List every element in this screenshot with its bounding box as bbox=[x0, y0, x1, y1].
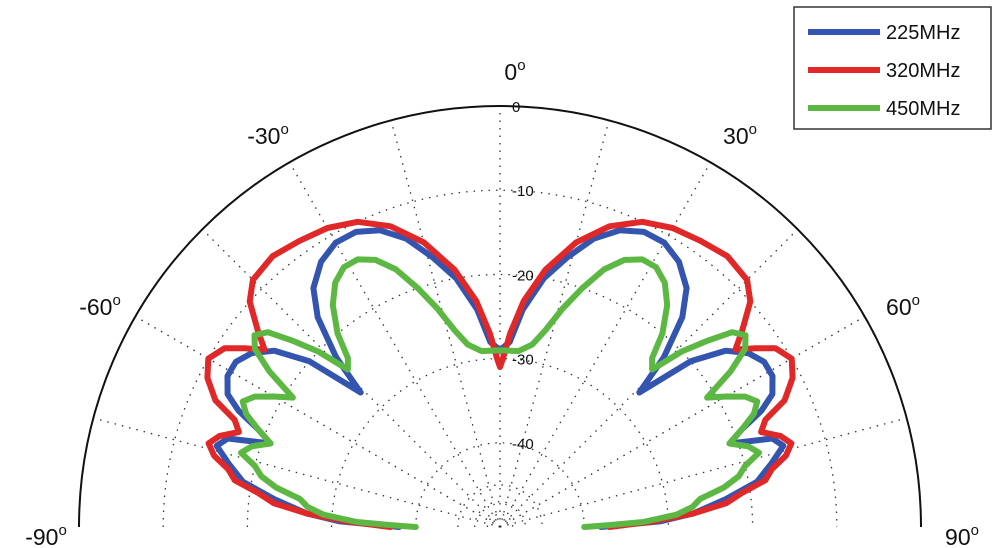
angle-label: -90o bbox=[25, 522, 67, 548]
grid-spoke bbox=[390, 120, 501, 528]
series-line-320MHz bbox=[204, 218, 796, 530]
grid-spoke bbox=[499, 315, 865, 528]
legend-label: 225MHz bbox=[886, 22, 960, 44]
polar-grid bbox=[78, 105, 922, 528]
grid-spoke bbox=[288, 162, 501, 528]
axis-labels: -90o -60o -30o 0o 30o 60o 90o 0 -10 -20 -30 -40 bbox=[25, 57, 979, 548]
grid-ring bbox=[457, 484, 543, 528]
angle-label: 90o bbox=[945, 522, 979, 548]
r-tick-label: 0 bbox=[512, 99, 520, 116]
angle-label: -30o bbox=[247, 121, 289, 149]
r-tick-label: -40 bbox=[512, 436, 534, 453]
grid-spoke bbox=[93, 417, 501, 528]
grid-ring bbox=[486, 513, 514, 528]
r-tick-label: -20 bbox=[512, 267, 534, 284]
grid-spoke bbox=[499, 162, 712, 528]
grid-ring bbox=[162, 189, 838, 528]
legend: 225MHz 320MHz 450MHz bbox=[793, 6, 992, 130]
r-tick-label: -10 bbox=[512, 183, 534, 200]
angle-label: 60o bbox=[886, 292, 920, 320]
grid-spoke bbox=[499, 120, 610, 528]
grid-ring bbox=[415, 442, 585, 528]
grid-ring bbox=[474, 501, 526, 528]
angle-label: 30o bbox=[723, 121, 757, 149]
grid-spoke bbox=[499, 417, 907, 528]
legend-label: 320MHz bbox=[886, 60, 960, 82]
outer-boundary bbox=[78, 105, 922, 528]
series-line-450MHz bbox=[238, 256, 762, 530]
r-tick-label: -30 bbox=[512, 352, 534, 369]
angle-label: 0o bbox=[504, 57, 525, 85]
series-line-225MHz bbox=[213, 227, 787, 530]
series-layer bbox=[204, 218, 796, 530]
legend-label: 450MHz bbox=[886, 98, 960, 120]
grid-spoke bbox=[135, 315, 501, 528]
angle-label: -60o bbox=[79, 292, 121, 320]
